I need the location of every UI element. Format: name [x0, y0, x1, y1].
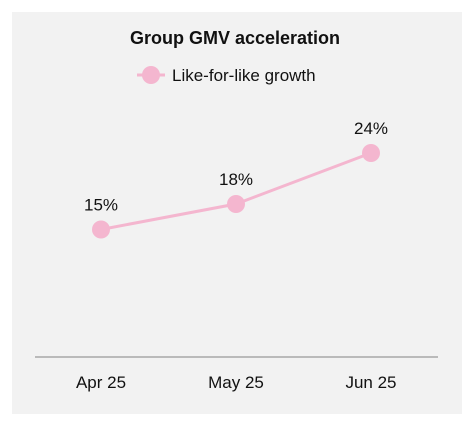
data-label: 18% [219, 170, 253, 189]
chart-title: Group GMV acceleration [130, 28, 340, 48]
legend-point-marker [142, 66, 160, 84]
chart-card [12, 12, 462, 414]
x-tick-label: May 25 [208, 373, 264, 392]
chart-marks: 15% 18% 24% Apr 25 May 25 Jun 25 [76, 119, 397, 392]
x-tick-label: Apr 25 [76, 373, 126, 392]
data-label: 24% [354, 119, 388, 138]
legend: Like-for-like growth [137, 66, 316, 85]
data-point [227, 195, 245, 213]
series-line [100, 151, 372, 231]
data-point [362, 144, 380, 162]
x-tick-label: Jun 25 [345, 373, 396, 392]
data-label: 15% [84, 196, 118, 215]
legend-label: Like-for-like growth [172, 66, 316, 85]
data-point [92, 220, 110, 239]
